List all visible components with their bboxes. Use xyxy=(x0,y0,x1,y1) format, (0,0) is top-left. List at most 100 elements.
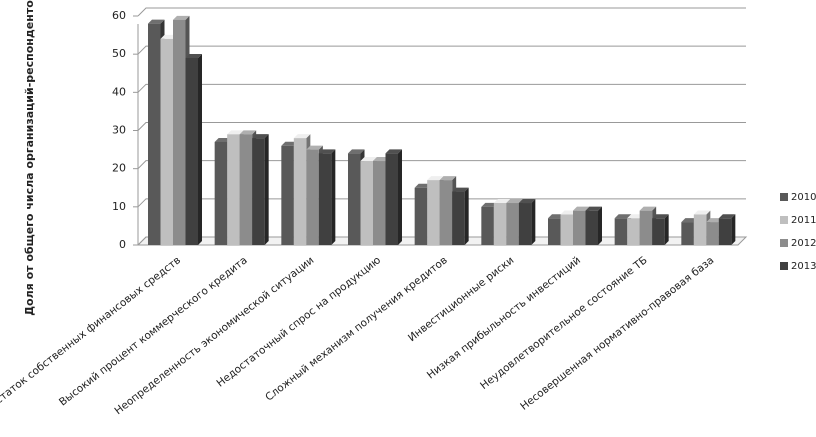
bar-top xyxy=(414,183,432,188)
bar xyxy=(318,149,336,245)
bar-top xyxy=(506,199,523,204)
bar-side xyxy=(398,149,402,245)
y-tick-label: 60 xyxy=(112,9,126,22)
bar-top xyxy=(360,157,377,162)
legend-swatch xyxy=(780,193,788,201)
bar-front xyxy=(560,214,573,245)
bar-top xyxy=(252,134,269,139)
y-tick-label: 20 xyxy=(112,162,126,175)
bar-front xyxy=(214,141,228,245)
grid-line xyxy=(137,7,746,17)
bar-front xyxy=(693,214,707,245)
bar-front xyxy=(185,57,198,245)
legend-label: 2012 xyxy=(791,238,816,249)
bar-top xyxy=(185,53,202,58)
y-axis-label: Доля от общего числа организаций-респонд… xyxy=(23,0,36,316)
bar-top xyxy=(227,130,244,135)
bar-front xyxy=(173,19,186,245)
bar-top xyxy=(148,19,165,24)
bar-front xyxy=(360,161,373,245)
bar-side xyxy=(598,206,602,245)
bar-front xyxy=(639,210,653,245)
bar-top xyxy=(293,134,311,139)
legend-swatch xyxy=(780,239,788,247)
bar-top xyxy=(214,137,232,142)
bar-top xyxy=(518,199,536,204)
bar-front xyxy=(427,180,440,245)
bar-top xyxy=(585,206,602,211)
bar-front xyxy=(585,210,598,245)
bar-front xyxy=(506,203,519,245)
bar-front xyxy=(414,187,428,245)
bar-front xyxy=(493,203,507,245)
legend-label: 2013 xyxy=(791,261,816,272)
bar-top xyxy=(681,218,698,223)
bar xyxy=(385,149,402,245)
bar-top xyxy=(439,176,457,181)
legend-label: 2010 xyxy=(791,192,816,203)
y-tick-label: 10 xyxy=(112,200,126,213)
bar xyxy=(252,134,269,245)
bar-front xyxy=(348,153,361,245)
y-tick-label: 50 xyxy=(112,47,126,60)
bar-side xyxy=(331,149,336,245)
bar xyxy=(518,199,536,245)
bar-top xyxy=(493,199,511,204)
bar-front xyxy=(148,23,161,246)
legend-swatch xyxy=(780,262,788,270)
bar xyxy=(452,187,469,245)
bar-top xyxy=(481,202,498,207)
bar-top xyxy=(706,218,723,223)
bar-front xyxy=(227,134,240,245)
grid-line xyxy=(137,83,746,93)
bar-front xyxy=(573,210,586,245)
bar-front xyxy=(627,218,640,245)
bar-top xyxy=(639,206,657,211)
bar-top xyxy=(627,214,644,219)
bar-top xyxy=(173,15,190,20)
bar-front xyxy=(718,218,732,245)
bar-front xyxy=(681,222,694,245)
bar-front xyxy=(252,138,265,245)
grid-line xyxy=(137,160,746,170)
bar-front xyxy=(281,145,294,245)
bar-front xyxy=(548,218,561,245)
bar-side xyxy=(731,214,736,245)
grid-line xyxy=(137,236,746,246)
bar-front xyxy=(518,203,532,245)
bar-front xyxy=(293,138,307,245)
bar-side xyxy=(531,199,536,245)
bar-front xyxy=(439,180,453,245)
bar-top xyxy=(427,176,444,181)
bar-front xyxy=(239,134,253,245)
bar-side xyxy=(664,214,669,245)
bar-top xyxy=(573,206,590,211)
bar-front xyxy=(306,149,319,245)
bar xyxy=(652,214,669,245)
bar xyxy=(585,206,602,245)
y-tick-label: 0 xyxy=(119,238,126,251)
bar-top xyxy=(348,149,365,154)
bar-top xyxy=(452,187,469,192)
bar-front xyxy=(452,191,465,245)
grid-line xyxy=(137,45,746,55)
bar-top xyxy=(718,214,736,219)
grid-line xyxy=(137,122,746,131)
y-tick-label: 40 xyxy=(112,85,126,98)
legend-label: 2011 xyxy=(791,215,816,226)
bar-top xyxy=(614,214,632,219)
bar-top xyxy=(306,145,323,150)
bar-front xyxy=(706,222,719,245)
x-tick-label: Инвестиционные риски xyxy=(406,254,516,344)
bar-front xyxy=(160,38,173,246)
bar-top xyxy=(548,214,565,219)
y-tick-label: 30 xyxy=(112,124,126,137)
legend-swatch xyxy=(780,216,788,224)
bar-front xyxy=(481,206,494,245)
bar-side xyxy=(198,53,202,245)
grid-line xyxy=(137,198,746,208)
bar-side xyxy=(264,134,269,245)
bar-front xyxy=(373,161,386,245)
bar-front xyxy=(652,218,665,245)
